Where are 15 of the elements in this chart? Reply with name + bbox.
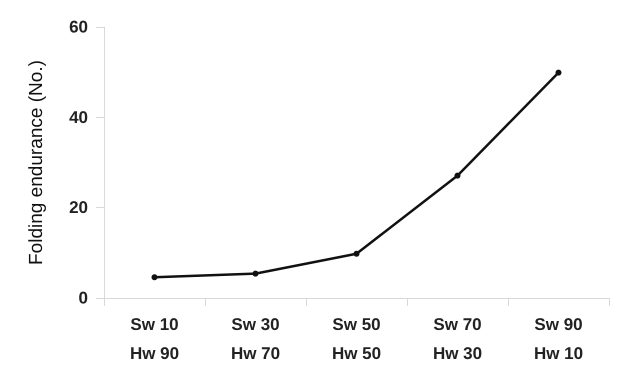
point: [354, 250, 360, 257]
y-tick-label: 20: [69, 198, 88, 218]
y-tick-label: 40: [69, 108, 88, 127]
x-tick-label: Sw 70 Hw 30: [432, 315, 482, 363]
x-tick-label: Sw 90 Hw 10: [534, 315, 584, 363]
y-tick-label: 0: [78, 288, 88, 308]
x-tick-label: Sw 30 Hw 70: [230, 315, 280, 363]
x-tick-label: Sw 10 Hw 90: [130, 315, 180, 363]
point: [152, 274, 158, 280]
x-tick-label: Sw 50 Hw 50: [332, 315, 382, 363]
point: [454, 172, 460, 179]
y-axis-title: Folding endurance (No.): [26, 60, 47, 265]
point: [556, 70, 562, 76]
y-tick-label: 60: [69, 18, 88, 36]
point: [252, 270, 258, 277]
